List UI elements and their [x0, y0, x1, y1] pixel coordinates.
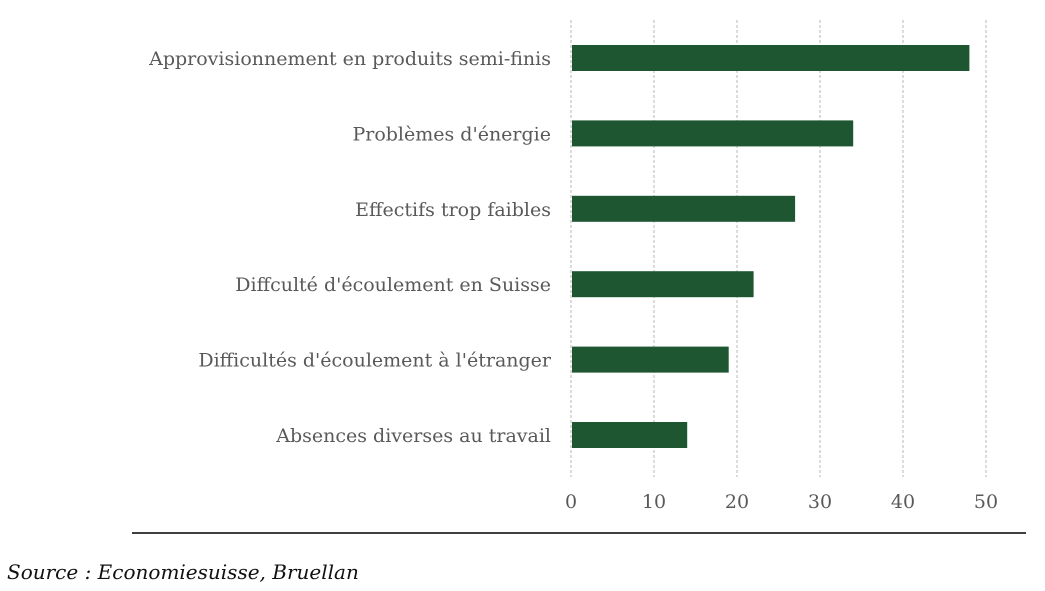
- grid-lines: [570, 20, 987, 477]
- bar: [572, 195, 796, 222]
- bars: [572, 45, 970, 448]
- category-label: Difficultés d'écoulement à l'étranger: [198, 350, 552, 372]
- x-tick-label: 10: [642, 491, 666, 513]
- category-label: Approvisionnement en produits semi-finis: [148, 48, 551, 70]
- bar: [572, 346, 729, 373]
- bar: [572, 422, 688, 448]
- bar: [572, 120, 854, 147]
- category-labels: Approvisionnement en produits semi-finis…: [148, 48, 552, 447]
- bar: [572, 271, 754, 298]
- category-label: Absences diverses au travail: [275, 425, 551, 447]
- category-label: Effectifs trop faibles: [355, 199, 551, 221]
- x-tick-label: 20: [725, 491, 749, 513]
- x-tick-label: 0: [565, 491, 577, 513]
- x-axis-tick-labels: 0 10 20 30 40 50: [565, 491, 998, 513]
- source-note: Source : Economiesuisse, Bruellan: [7, 560, 359, 584]
- category-label: Diffculté d'écoulement en Suisse: [235, 274, 551, 296]
- x-tick-label: 30: [808, 491, 832, 513]
- x-tick-label: 50: [974, 491, 998, 513]
- category-label: Problèmes d'énergie: [352, 123, 551, 145]
- bar: [572, 45, 970, 71]
- x-tick-label: 40: [891, 491, 915, 513]
